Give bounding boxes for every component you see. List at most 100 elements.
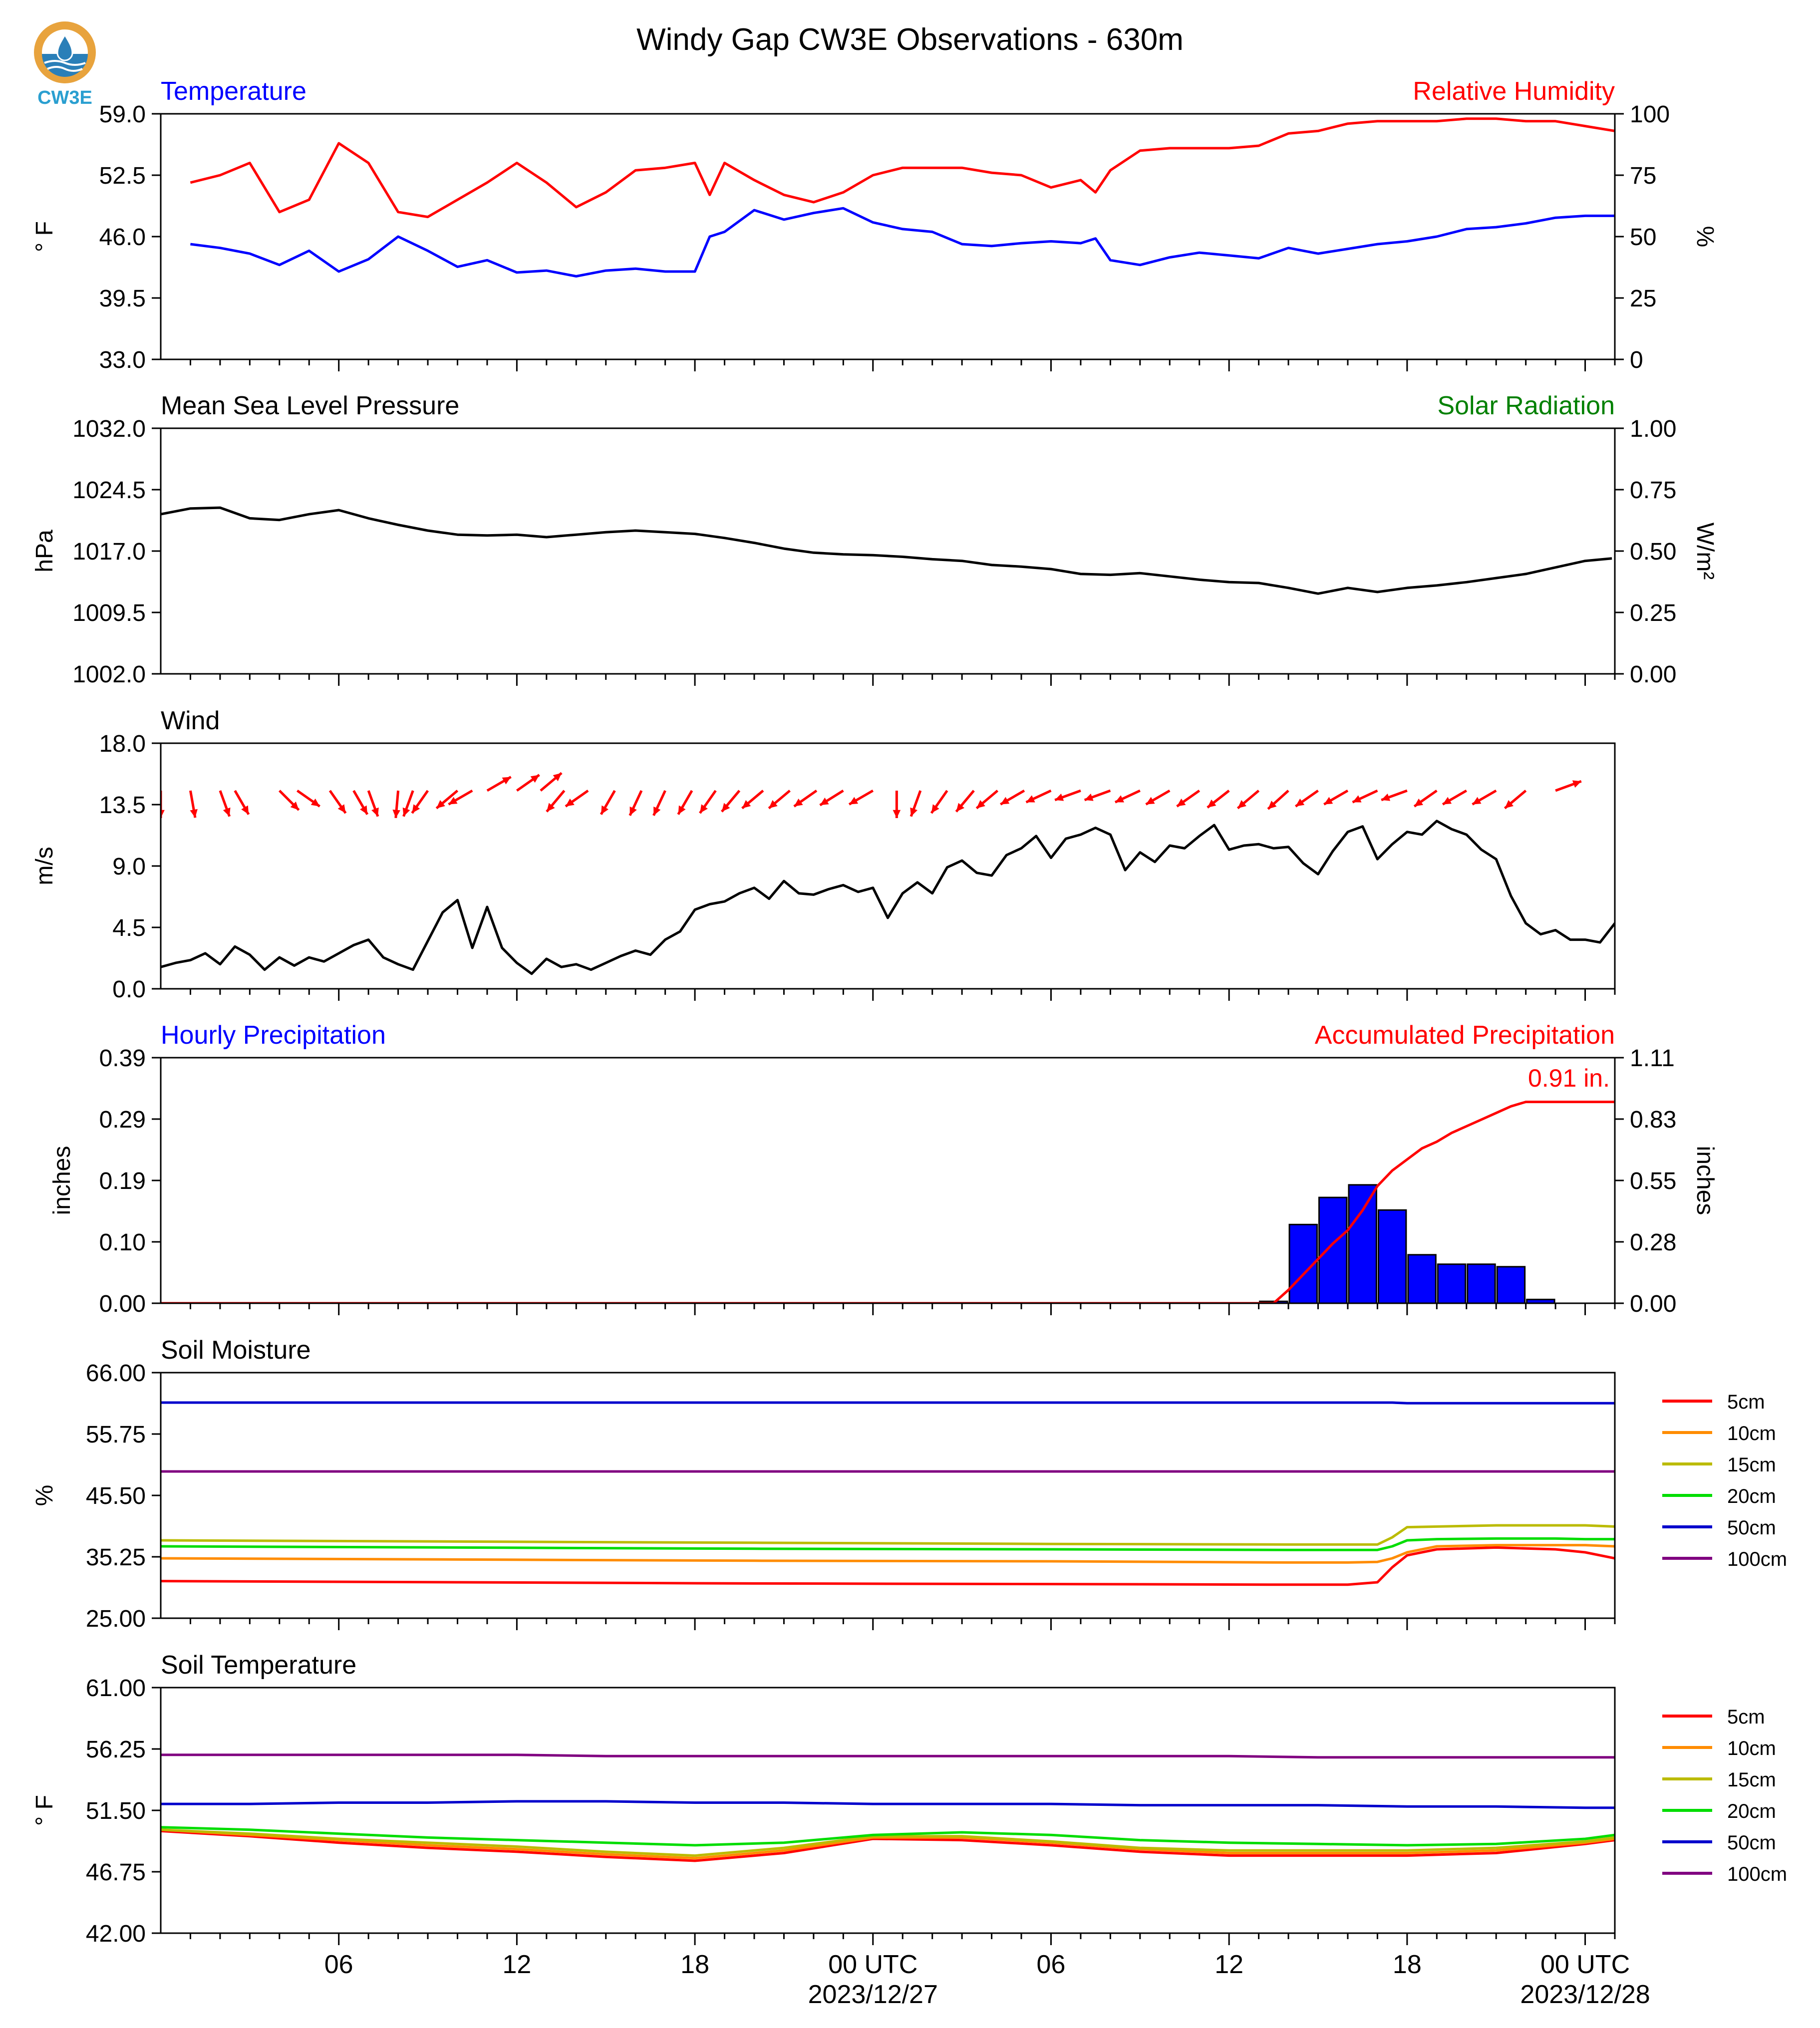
wind-arrow: [1352, 789, 1378, 804]
legend-label: 10cm: [1727, 1423, 1776, 1445]
panel-ylabel: ° F: [31, 221, 58, 252]
wind-arrow-head: [1000, 797, 1010, 805]
wind-arrow: [600, 790, 616, 815]
x-tick-date-label: 2023/12/27: [808, 1980, 938, 2009]
wind-arrow: [848, 789, 874, 806]
panel-left-title: Soil Temperature: [161, 1651, 356, 1680]
wind-arrow: [516, 774, 540, 792]
y-tick-label-right: 1.00: [1630, 416, 1676, 442]
series-5cm: [161, 1546, 1615, 1586]
wind-arrow: [975, 790, 999, 810]
wind-arrow-head: [1572, 780, 1581, 788]
logo-text: CW3E: [37, 87, 92, 108]
panel-pressure_solar: 1032.0 1024.5 1017.0 1009.5 1002.0 1.00 0.75 0.…: [31, 391, 1718, 688]
wind-arrow: [328, 790, 347, 814]
series-10cm: [161, 1828, 1615, 1860]
y-tick-label: 4.5: [112, 915, 146, 941]
x-tick-label: 00 UTC: [1540, 1950, 1630, 1979]
panel-ylabel-right: %: [1692, 226, 1718, 248]
series-wind-speed: [161, 820, 1615, 975]
y-tick-label: 1032.0: [72, 416, 146, 442]
wind-arrow-head: [1295, 798, 1305, 807]
wind-arrow: [1472, 789, 1497, 806]
series-100cm: [161, 1753, 1615, 1759]
panel-temp_rh: 59.0 52.5 46.0 39.5 33.0 100 75 50 25 0 Temperatur…: [31, 77, 1718, 373]
wind-arrow: [486, 776, 512, 792]
wind-arrow: [1442, 789, 1468, 806]
y-tick-label: 0.39: [99, 1045, 146, 1072]
wind-arrow-head: [553, 773, 562, 782]
wind-arrow: [546, 790, 566, 813]
wind-arrow-head: [402, 807, 410, 817]
wind-arrow-head: [1324, 797, 1333, 805]
wind-arrow: [910, 790, 922, 817]
y-tick-label: 0.0: [112, 976, 146, 1003]
legend: 5cm 10cm 15cm 20cm 50cm 100cm: [1662, 1706, 1787, 1885]
panel-wind: 18.0 13.5 9.0 4.5 0.0 Wind m/s: [31, 706, 1616, 1003]
wind-arrow-head: [448, 797, 458, 805]
plot-area: [161, 1101, 1615, 1303]
y-tick-label-right: 1.11: [1630, 1045, 1675, 1072]
y-tick-label: 33.0: [99, 347, 146, 373]
y-tick-label-right: 25: [1630, 286, 1656, 312]
panel-ylabel: %: [31, 1485, 58, 1506]
wind-arrow: [1145, 789, 1171, 806]
y-tick-label: 1009.5: [72, 600, 146, 626]
wind-arrow: [720, 790, 741, 813]
wind-arrow-head: [337, 804, 346, 814]
y-tick-label: 1002.0: [72, 661, 146, 688]
wind-arrow-head: [1237, 800, 1246, 809]
wind-arrow-head: [310, 798, 320, 807]
series-20cm: [161, 1826, 1615, 1847]
cw3e-logo: CW3E: [27, 15, 102, 110]
wind-arrow-head: [976, 800, 985, 809]
y-tick-label: 39.5: [99, 286, 146, 312]
figure-title: Windy Gap CW3E Observations - 630m: [636, 22, 1184, 57]
wind-arrow-head: [849, 797, 859, 805]
plot-area: [161, 1753, 1615, 1862]
wind-arrow-head: [769, 800, 778, 809]
y-tick-label-right: 0.28: [1630, 1229, 1676, 1256]
y-tick-label: 52.5: [99, 163, 146, 189]
wind-arrow: [768, 790, 791, 810]
wind-arrow: [819, 789, 844, 807]
wind-arrow-head: [601, 805, 608, 815]
plot-frame: [160, 113, 1616, 360]
wind-arrow-head: [1207, 799, 1216, 808]
wind-arrow: [1555, 780, 1582, 792]
wind-arrow-head: [820, 797, 829, 806]
x-tick-date-label: 2023/12/28: [1520, 1980, 1650, 2009]
wind-arrow: [448, 789, 473, 806]
legend-label: 15cm: [1727, 1454, 1776, 1476]
wind-arrow-head: [371, 807, 379, 817]
series-relative-humidity: [190, 117, 1615, 219]
y-tick-label: 9.0: [112, 854, 146, 880]
legend-label: 50cm: [1727, 1832, 1776, 1854]
wind-arrow: [1207, 790, 1230, 809]
wind-arrow-head: [530, 775, 540, 783]
wind-arrow: [1084, 789, 1111, 802]
series-20cm: [161, 1537, 1615, 1551]
plot-area: [161, 772, 1615, 975]
wind-arrow: [411, 790, 429, 814]
y-tick-label: 0.29: [99, 1107, 146, 1133]
wind-arrow: [189, 790, 198, 818]
wind-arrow-head: [742, 800, 751, 809]
wind-arrow: [652, 790, 666, 816]
plot-area: [161, 1401, 1615, 1586]
y-tick-label: 35.25: [86, 1544, 146, 1571]
wind-arrow: [352, 790, 369, 815]
accum-annotation: 0.91 in.: [1528, 1064, 1610, 1092]
series-5cm: [161, 1829, 1615, 1862]
wind-arrow: [540, 772, 563, 792]
wind-arrow-head: [1443, 797, 1452, 805]
legend-label: 100cm: [1727, 1548, 1787, 1570]
wind-arrow: [1381, 789, 1408, 802]
wind-arrow-head: [1414, 798, 1424, 807]
wind-arrow-head: [1026, 795, 1035, 803]
y-tick-label: 46.0: [99, 224, 146, 251]
legend-label: 5cm: [1727, 1706, 1765, 1728]
x-tick-label: 18: [1393, 1950, 1422, 1979]
y-tick-label: 18.0: [99, 731, 146, 757]
y-tick-label-right: 0.25: [1630, 600, 1676, 626]
